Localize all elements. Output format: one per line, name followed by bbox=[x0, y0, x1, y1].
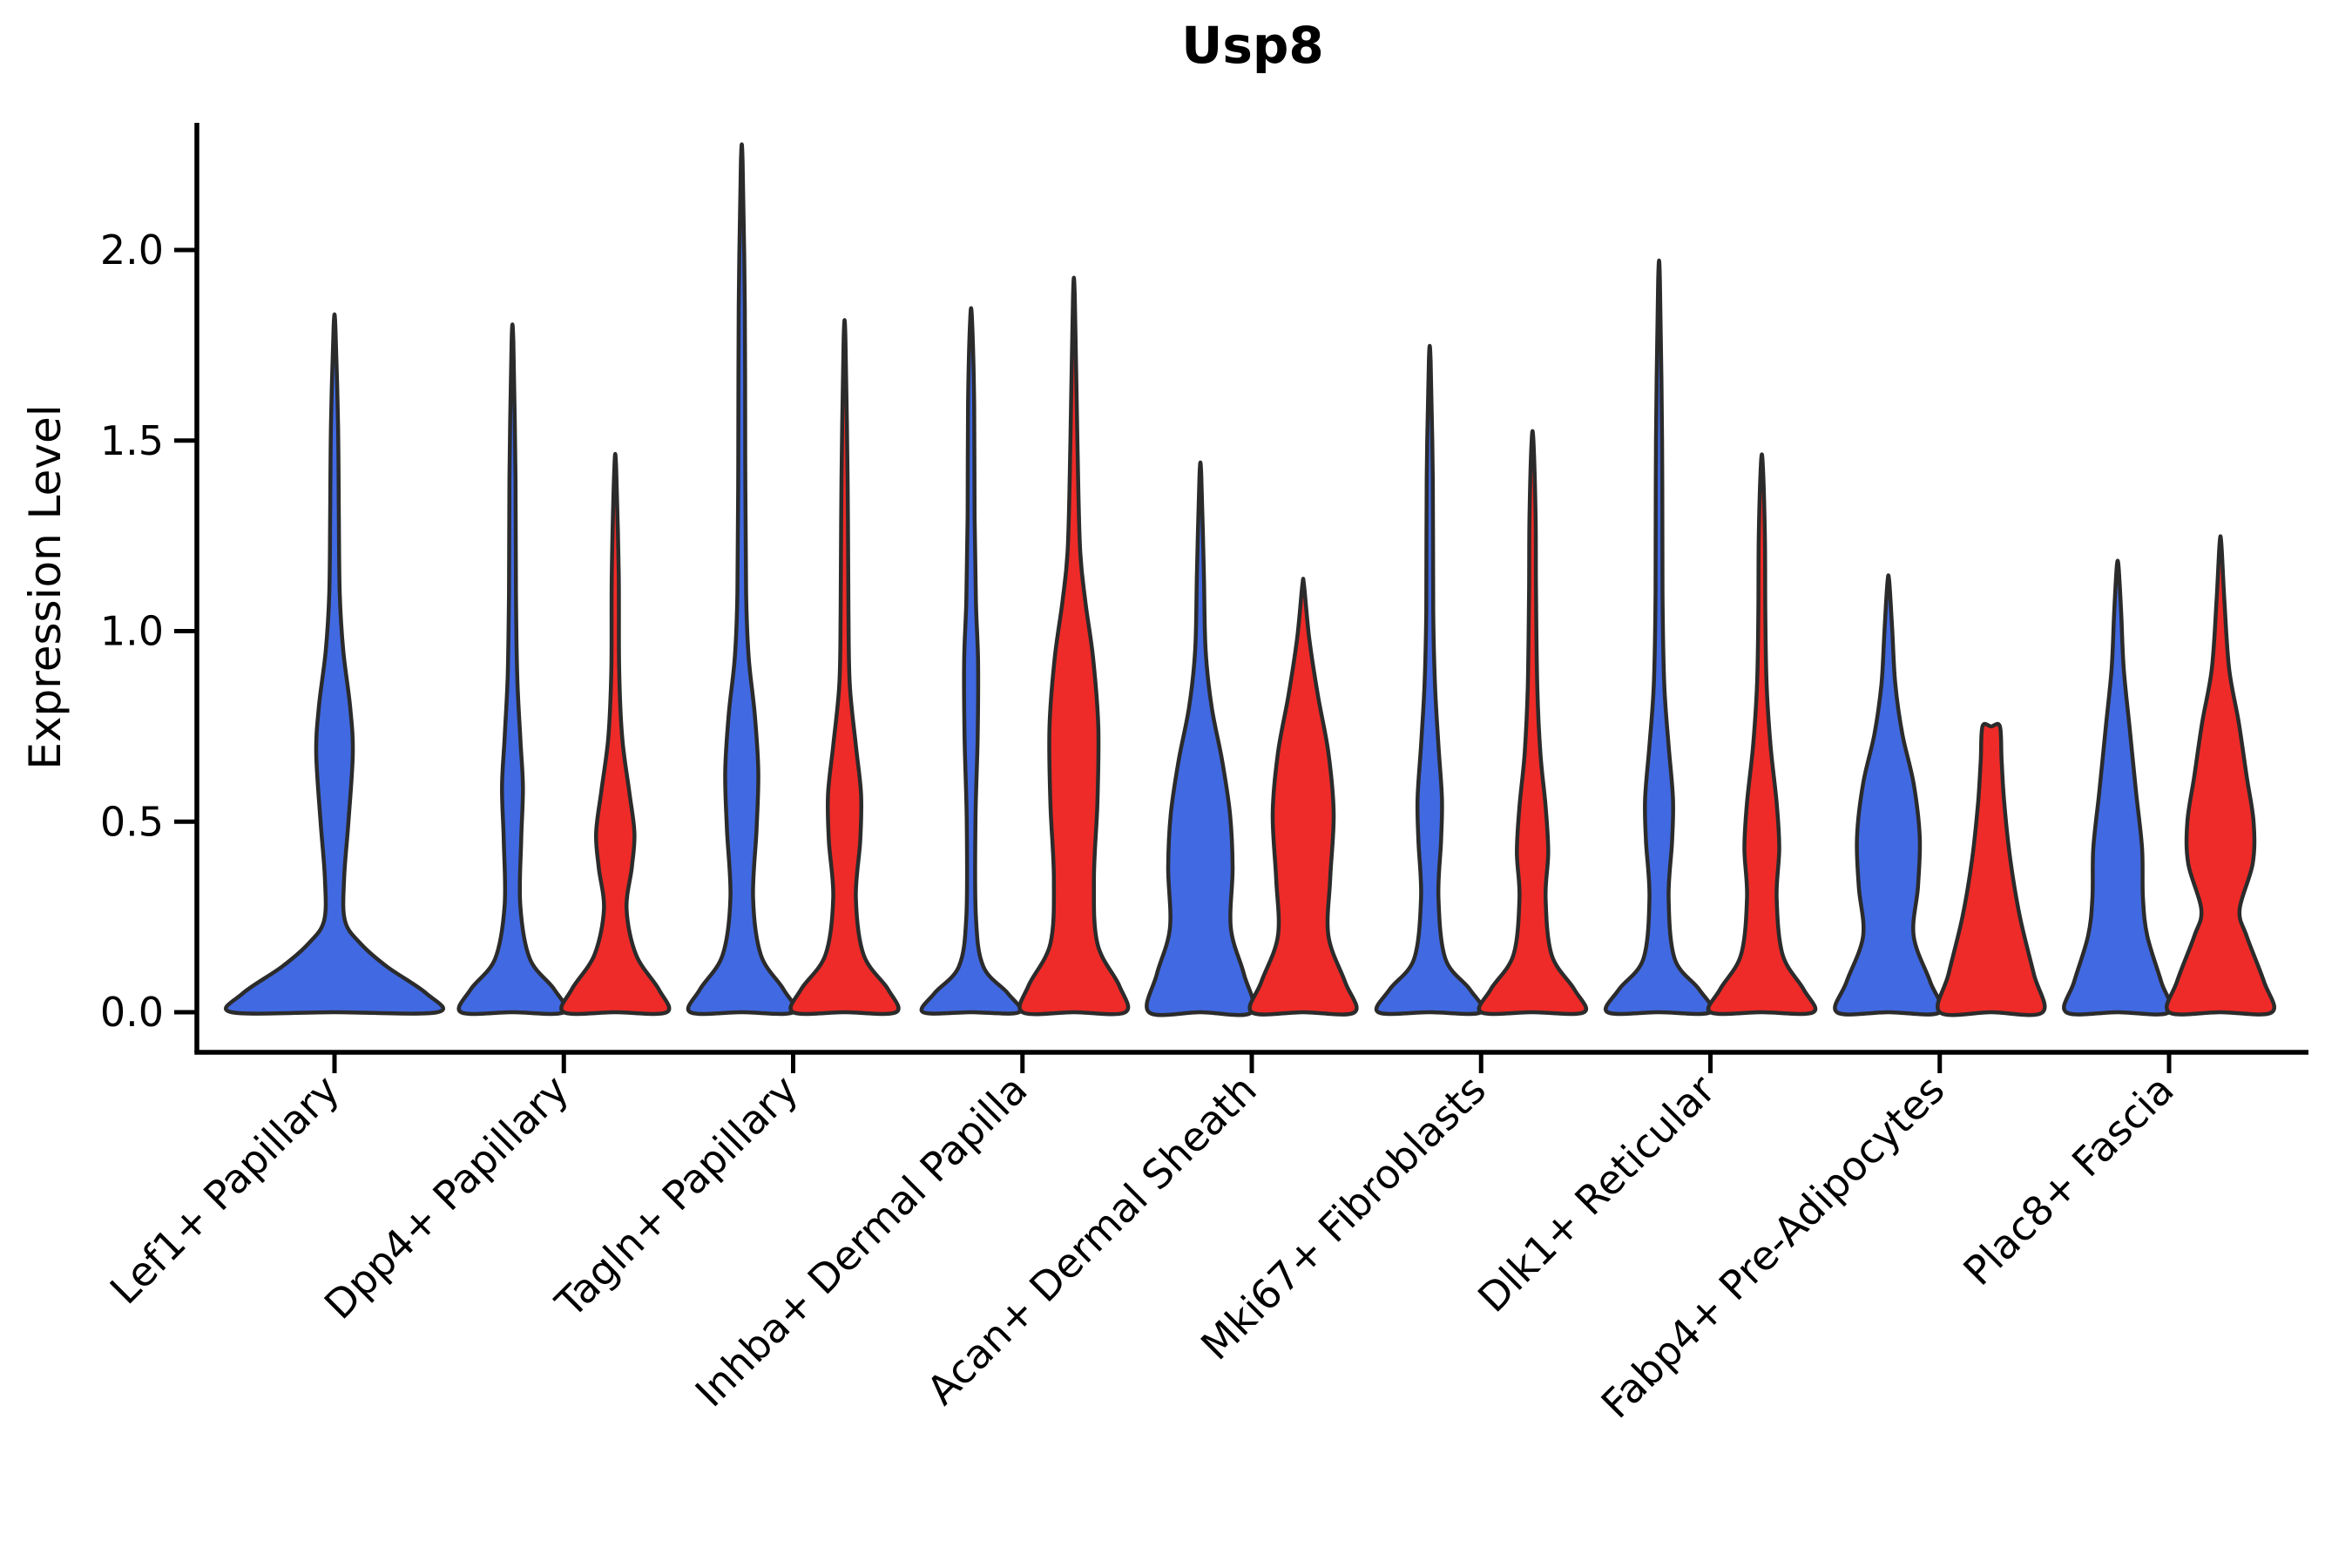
violin-blue-tagln-papillary bbox=[686, 142, 798, 1017]
x-tick-label-dpp4-papillary: Dpp4+ Papillary bbox=[315, 1066, 578, 1328]
y-tick-label: 0.0 bbox=[100, 989, 164, 1036]
violin-red-dpp4-papillary bbox=[559, 451, 672, 1017]
violin-red-dlk1-reticular bbox=[1706, 452, 1818, 1017]
y-axis-label: Expression Level bbox=[20, 404, 71, 770]
page-title: Usp8 bbox=[1181, 16, 1324, 75]
violin-blue-lef1-papillary bbox=[224, 312, 445, 1016]
x-tick-label-tagln-papillary: Tagln+ Papillary bbox=[546, 1066, 808, 1328]
y-tick-label: 1.0 bbox=[100, 608, 164, 655]
violin-blue-acan-dermal-sheath bbox=[1145, 460, 1256, 1017]
x-tick-label-plac8-fascia: Plac8+ Fascia bbox=[1954, 1066, 2182, 1294]
y-tick-label: 0.5 bbox=[100, 798, 164, 845]
violin-red-plac8-fascia bbox=[2165, 534, 2276, 1017]
violin-red-inhba-dermal-papilla bbox=[1017, 275, 1131, 1017]
violin-blue-inhba-dermal-papilla bbox=[919, 306, 1023, 1016]
y-tick-label: 1.5 bbox=[100, 417, 164, 464]
violin-blue-fabp4-pre-adipocytes bbox=[1833, 573, 1944, 1017]
violin-blue-plac8-fascia bbox=[2062, 558, 2173, 1017]
violin-blue-dpp4-papillary bbox=[456, 322, 569, 1017]
violin-red-acan-dermal-sheath bbox=[1247, 577, 1359, 1017]
x-tick-label-dlk1-reticular: Dlk1+ Reticular bbox=[1469, 1066, 1724, 1321]
violin-red-mki67-fibroblasts bbox=[1477, 429, 1589, 1017]
y-tick-label: 2.0 bbox=[100, 226, 164, 274]
violin-red-fabp4-pre-adipocytes bbox=[1936, 721, 2047, 1017]
violin-blue-dlk1-reticular bbox=[1604, 258, 1714, 1017]
violin-red-tagln-papillary bbox=[788, 318, 901, 1017]
violin-blue-mki67-fibroblasts bbox=[1374, 343, 1485, 1017]
x-tick-label-lef1-papillary: Lef1+ Papillary bbox=[101, 1066, 348, 1314]
